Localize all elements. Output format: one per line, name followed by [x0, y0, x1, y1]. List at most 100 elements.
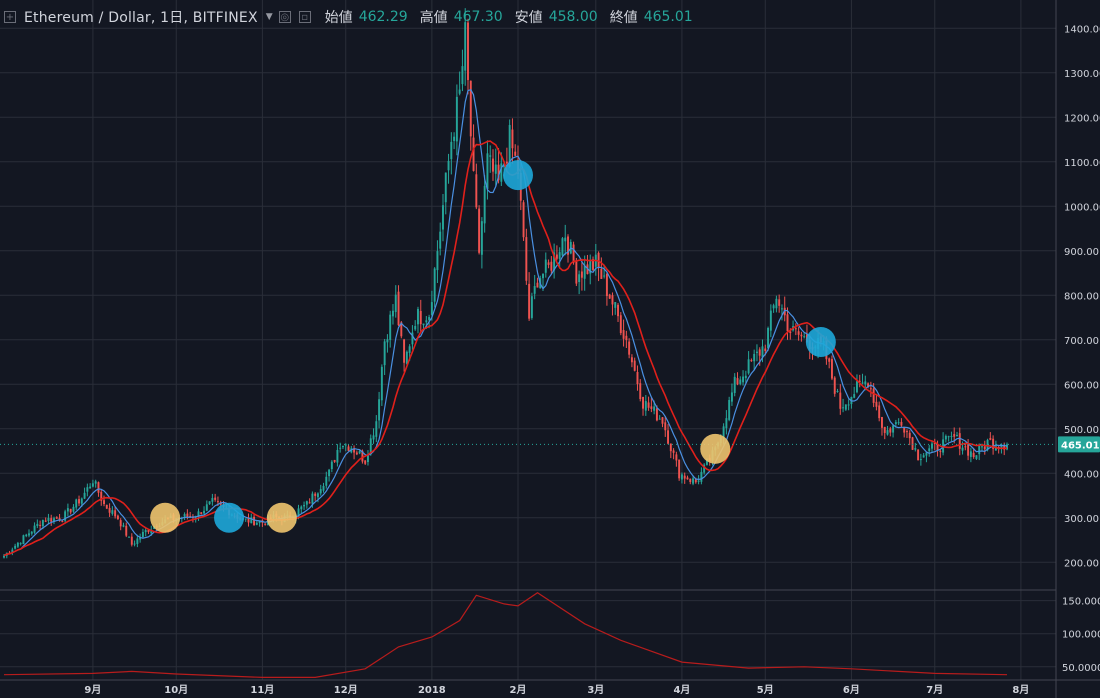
candle-body: [53, 518, 55, 522]
sub-y-tick-label: 150.0000: [1062, 597, 1100, 608]
candle-body: [97, 482, 100, 493]
candle-body: [747, 359, 750, 374]
candle-body: [722, 426, 725, 439]
candle-body: [383, 341, 386, 366]
candle-body: [942, 439, 945, 453]
x-tick-label: 5月: [757, 684, 774, 696]
candle-body: [525, 237, 528, 281]
x-tick-label: 8月: [1012, 684, 1029, 696]
candle-body: [19, 543, 22, 545]
expand-icon[interactable]: +: [4, 11, 16, 23]
candle-body: [311, 493, 314, 504]
candle-body: [911, 437, 914, 450]
y-tick-label: 900.00: [1064, 247, 1099, 258]
candle-body: [697, 480, 700, 482]
candle-body: [931, 443, 933, 449]
candle-body: [139, 537, 142, 540]
x-tick-label: 12月: [334, 684, 358, 696]
candle-body: [247, 517, 250, 523]
candle-body: [728, 400, 731, 420]
candle-body: [25, 534, 28, 537]
settings-icon[interactable]: ◎: [278, 11, 291, 23]
candle-body: [358, 451, 361, 454]
candle-body: [103, 500, 105, 505]
candle-body: [189, 515, 192, 517]
candle-body: [130, 536, 133, 545]
candle-body: [89, 486, 92, 489]
candle-body: [853, 394, 856, 398]
sub-y-tick-label: 100.0000: [1062, 630, 1100, 641]
candle-body: [116, 515, 119, 519]
candle-body: [655, 408, 658, 421]
candle-body: [341, 446, 344, 448]
candle-body: [936, 444, 939, 451]
candle-body: [542, 273, 544, 279]
candle-body: [625, 335, 628, 341]
candle-body: [425, 320, 428, 323]
candle-body: [650, 406, 653, 409]
chevron-down-icon[interactable]: ▼: [265, 12, 273, 22]
candle-body: [347, 446, 350, 451]
candle-body: [411, 332, 414, 345]
candle-body: [394, 294, 397, 313]
candle-body: [622, 330, 625, 339]
candle-body: [128, 536, 130, 538]
current-price-badge: [1058, 436, 1100, 453]
candle-body: [125, 525, 128, 536]
candle-body: [775, 298, 778, 309]
candle-body: [611, 295, 614, 305]
y-tick-label: 200.00: [1064, 558, 1099, 569]
candle-body: [141, 531, 144, 538]
candle-body: [705, 459, 708, 465]
candle-body: [953, 434, 956, 437]
candle-body: [667, 430, 670, 444]
candle-body: [197, 511, 200, 517]
candle-body: [183, 514, 186, 517]
candle-body: [567, 236, 569, 255]
hide-icon[interactable]: ▫: [298, 11, 311, 23]
candle-body: [830, 359, 833, 379]
candle-body: [772, 305, 775, 309]
candle-body: [908, 432, 911, 439]
candle-body: [533, 286, 536, 294]
candle-body: [692, 478, 695, 484]
candle-body: [583, 265, 586, 279]
candle-body: [211, 498, 214, 502]
candle-body: [380, 366, 383, 401]
candle-body: [319, 489, 322, 494]
candle-body: [605, 273, 608, 297]
candle-body: [578, 274, 581, 283]
candle-body: [730, 392, 733, 402]
close-label: 終値: [609, 10, 638, 26]
candle-body: [322, 485, 325, 491]
candle-body: [80, 498, 83, 504]
candle-body: [797, 331, 800, 335]
candle-body: [889, 428, 892, 433]
candle-body: [372, 435, 375, 440]
candle-body: [108, 507, 111, 513]
candle-body: [761, 346, 764, 358]
candle-body: [36, 523, 39, 526]
symbol-title[interactable]: Ethereum / Dollar, 1日, BITFINEX: [24, 10, 258, 26]
candle-body: [369, 438, 372, 455]
sub-y-tick-label: 50.0000: [1062, 663, 1100, 674]
candle-body: [614, 302, 617, 308]
candle-body: [661, 417, 664, 424]
current-price-label: 465.01: [1061, 440, 1100, 451]
candle-body: [436, 251, 439, 271]
candle-body: [628, 341, 631, 355]
candle-body: [1006, 444, 1008, 450]
candle-body: [672, 450, 675, 453]
candle-body: [947, 436, 950, 438]
candle-body: [205, 504, 208, 511]
candle-body: [950, 435, 953, 437]
candle-body: [91, 483, 94, 487]
candle-body: [253, 516, 256, 526]
y-tick-label: 1300.00: [1064, 69, 1100, 80]
candle-body: [478, 208, 481, 253]
candle-body: [61, 521, 64, 523]
y-tick-label: 800.00: [1064, 291, 1099, 302]
candle-body: [419, 310, 422, 325]
candle-body: [828, 358, 831, 362]
